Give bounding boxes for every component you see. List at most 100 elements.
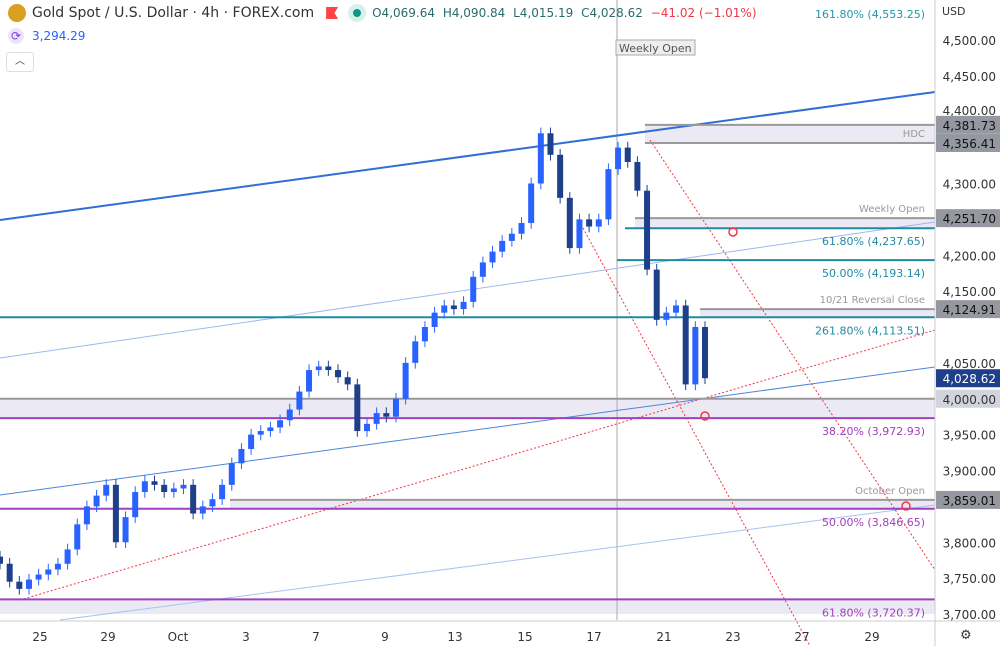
reversal-zone: [700, 309, 935, 318]
dotted-line-0: [19, 329, 936, 601]
candle: [547, 133, 554, 155]
candle: [170, 488, 177, 493]
y-tick-label: 4,450.00: [943, 70, 996, 84]
candle: [122, 517, 129, 543]
price-tag: [936, 115, 1000, 134]
candle: [644, 190, 651, 270]
x-tick-label: 23: [725, 630, 740, 644]
x-tick-label: 21: [656, 630, 671, 644]
lower-zone: [0, 599, 935, 614]
y-tick-label: 4,400.00: [943, 104, 996, 118]
level-label-12: 61.80% (3,720.37): [822, 606, 925, 619]
candle: [383, 413, 390, 417]
dotted-line-1: [582, 227, 811, 646]
candle: [238, 448, 245, 464]
level-label-9: 38.20% (3,972.93): [822, 425, 925, 438]
price-tag: [936, 300, 1000, 319]
candle: [141, 481, 148, 493]
candle: [277, 420, 284, 428]
candle: [499, 240, 506, 252]
candle: [470, 276, 477, 302]
candle: [219, 484, 226, 500]
candle: [508, 233, 515, 241]
y-tick-label: 4,200.00: [943, 249, 996, 263]
low-value: L4,015.19: [513, 6, 574, 20]
candle: [199, 506, 206, 514]
candle: [315, 366, 322, 371]
marker-circle: [901, 501, 911, 511]
y-tick-label: 3,950.00: [943, 429, 996, 443]
candle: [586, 219, 593, 227]
market-status-icon[interactable]: [348, 4, 367, 22]
candle: [537, 133, 544, 184]
candle: [286, 409, 293, 421]
price-tag-label: 3,859.01: [943, 494, 996, 508]
x-tick-label: 29: [100, 630, 115, 644]
price-tag: [936, 490, 1000, 509]
trendline-1: [0, 221, 936, 359]
candle: [64, 549, 71, 564]
candle: [518, 222, 525, 234]
candle: [6, 563, 13, 582]
x-tick-label: 17: [586, 630, 601, 644]
candle: [634, 161, 641, 191]
candle: [228, 463, 235, 485]
candle: [267, 427, 274, 432]
symbol-title[interactable]: Gold Spot / U.S. Dollar · 4h · FOREX.com: [32, 5, 315, 21]
candle: [528, 183, 535, 223]
candle: [576, 219, 583, 249]
candle: [479, 262, 486, 277]
x-tick-label: Oct: [168, 630, 189, 644]
candle: [557, 154, 564, 198]
candle: [74, 524, 81, 550]
level-label-1: HDC: [903, 129, 925, 140]
dotted-line-2: [649, 139, 936, 571]
candle: [460, 301, 467, 310]
price-tag: [936, 389, 1000, 408]
price-tag-label: 4,381.73: [943, 119, 996, 133]
candle: [431, 312, 438, 327]
y-tick-label: 4,050.00: [943, 357, 996, 371]
candle: [248, 434, 255, 449]
candle: [151, 481, 158, 485]
level-label-5: 50.00% (4,193.14): [822, 267, 925, 280]
open-value: O4,069.64: [372, 6, 435, 20]
candle: [161, 484, 168, 493]
price-tag: [936, 134, 1000, 153]
x-tick-label: 29: [864, 630, 879, 644]
candle: [25, 579, 32, 589]
high-value: H4,090.84: [442, 6, 506, 20]
candle: [663, 312, 670, 320]
change-value: −41.02 (−1.01%): [650, 6, 757, 20]
close-value: C4,028.62: [581, 6, 643, 20]
x-tick-label: 3: [242, 630, 250, 644]
candle: [489, 251, 496, 263]
candle: [344, 377, 351, 385]
weekly-open-tag: [615, 39, 696, 56]
candle: [450, 305, 457, 310]
october-open-zone: [230, 499, 935, 509]
sync-icon[interactable]: ⟳: [8, 28, 24, 44]
support-zone: [0, 398, 935, 419]
candle: [190, 484, 197, 514]
x-tick-label: 15: [517, 630, 532, 644]
level-label-10: October Open: [855, 486, 925, 497]
candle: [335, 370, 342, 378]
candle: [624, 147, 631, 162]
candle: [354, 384, 361, 432]
collapse-button[interactable]: ︿: [6, 52, 34, 72]
hdc-zone: [645, 124, 935, 144]
y-tick-label: 3,700.00: [943, 608, 996, 622]
flag-icon[interactable]: [326, 7, 339, 19]
candle: [112, 484, 119, 543]
candle: [16, 581, 23, 589]
gear-icon[interactable]: ⚙: [960, 628, 972, 643]
price-tag: [936, 209, 1000, 228]
trendline-3: [59, 504, 936, 621]
candle: [209, 499, 216, 507]
candle: [412, 341, 419, 363]
level-label-7: 261.80% (4,113.51): [815, 324, 925, 337]
x-tick-label: 27: [794, 630, 809, 644]
currency-label[interactable]: USD: [942, 5, 966, 18]
